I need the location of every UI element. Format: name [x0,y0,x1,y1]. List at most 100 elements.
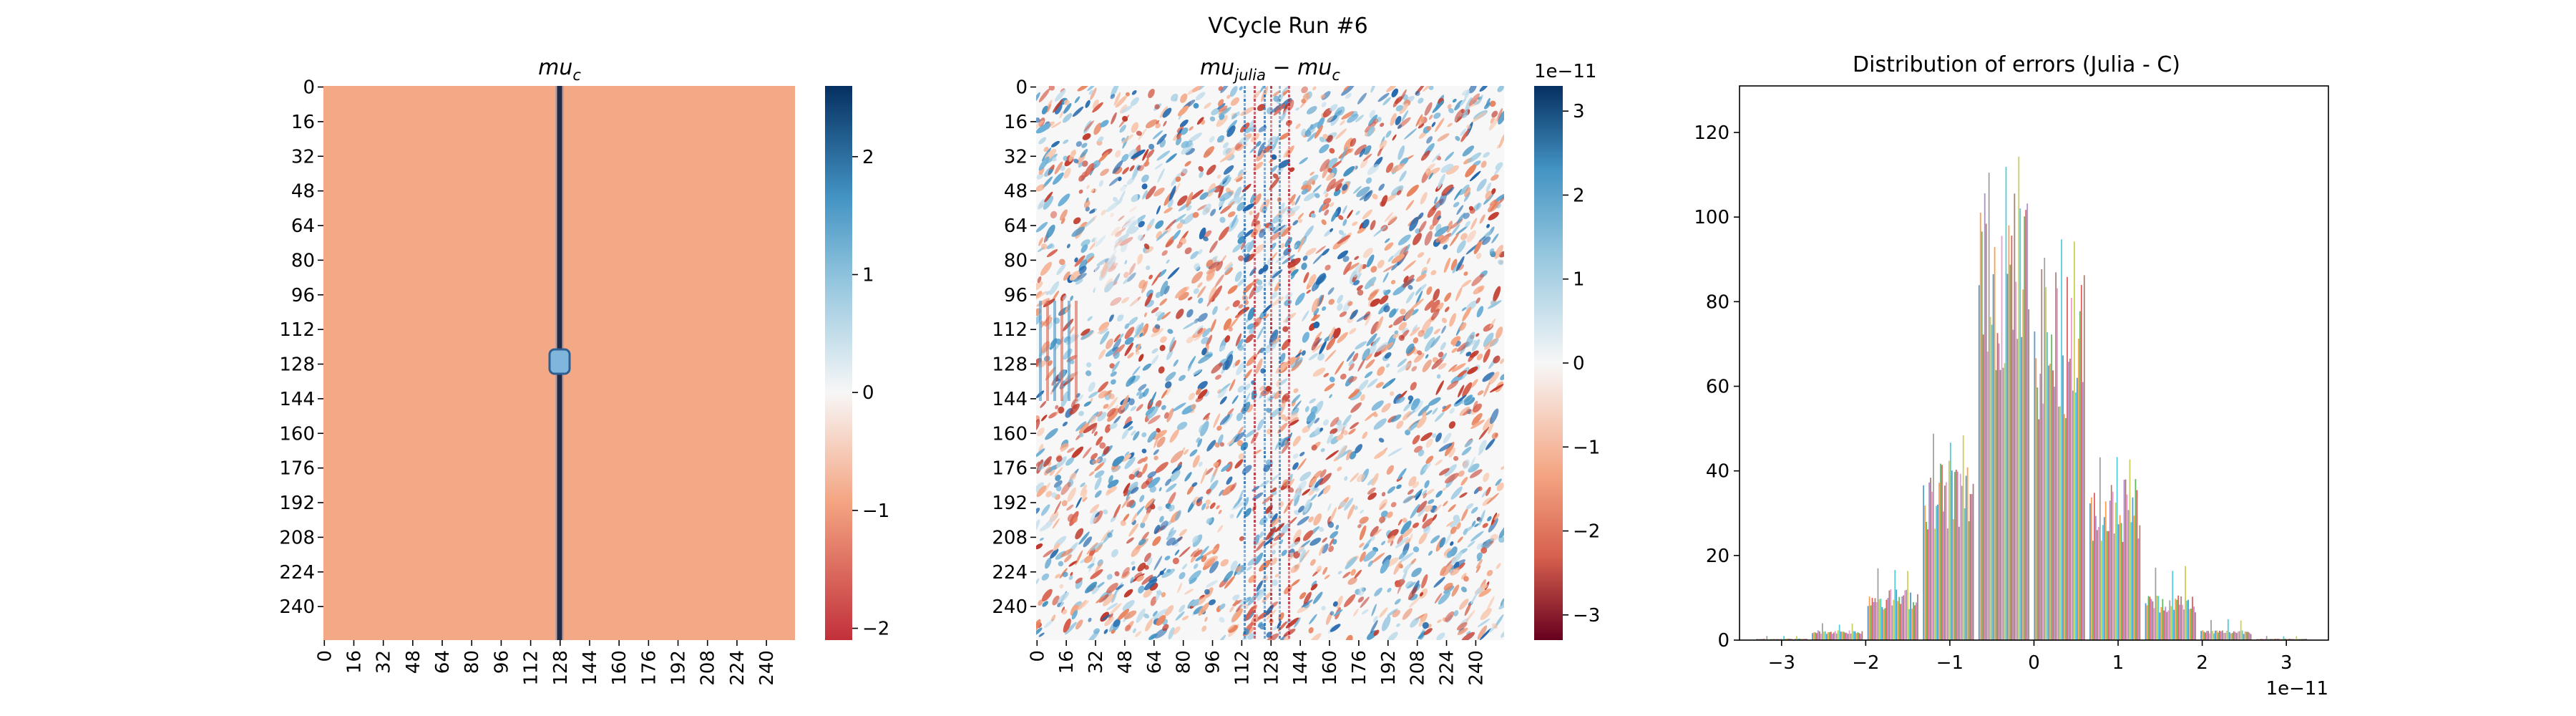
noise-streak [1036,482,1044,493]
noise-streak [1370,298,1380,307]
x-tick-label: 32 [1085,650,1107,674]
noise-streak [1440,163,1454,173]
histogram-bar [1824,631,1826,640]
noise-streak [1397,234,1411,246]
noise-streak [1324,193,1329,198]
noise-streak [1395,115,1402,125]
noise-column-dash [1288,425,1290,428]
noise-column-dash [1244,563,1246,566]
noise-column-dash [1288,219,1290,222]
noise-streak [1166,569,1171,573]
noise-column-dash [1264,211,1266,213]
y-tick-label: 0 [1015,77,1028,99]
noise-streak [1246,566,1252,571]
histogram-bar [2225,630,2228,640]
noise-streak [1068,561,1078,567]
noise-column-dash [1244,189,1246,192]
noise-column-dash [1288,365,1290,368]
histogram-bar [2275,639,2278,640]
noise-column-dash [1270,271,1272,274]
noise-streak [1316,565,1322,573]
noise-column-dash [1244,86,1246,89]
noise-streak [1364,121,1377,132]
noise-streak [1136,404,1143,412]
noise-streak [1498,601,1504,609]
noise-streak [1501,631,1504,638]
noise-column-dash [1270,485,1272,488]
noise-streak [1391,253,1405,264]
noise-streak [1203,412,1211,420]
noise-streak [1328,546,1335,553]
noise-streak [1124,323,1130,329]
noise-column-dash [1254,374,1256,377]
noise-streak [1322,165,1330,178]
noise-streak [1470,218,1478,230]
noise-streak [1301,540,1311,548]
noise-streak [1085,362,1092,368]
histogram-bar [1831,634,1833,640]
y-tick-label: 160 [279,423,315,445]
noise-streak [1251,132,1260,142]
noise-column-dash [1264,219,1266,222]
noise-column-dash [1288,146,1290,149]
noise-column-dash [1270,296,1272,299]
noise-streak [1251,432,1259,444]
noise-column-dash [1288,580,1290,583]
noise-streak [1198,165,1204,172]
noise-streak [1127,352,1134,359]
noise-column-dash [1254,442,1256,445]
noise-streak [1322,543,1329,554]
y-tick-label: 64 [1004,216,1028,237]
noise-column-dash [1279,494,1281,497]
noise-streak [1239,136,1249,145]
noise-streak [1448,364,1458,372]
noise-streak [1306,178,1314,185]
noise-streak [1401,327,1408,334]
noise-streak [1179,571,1186,580]
noise-streak [1463,395,1473,403]
histogram-bar [2241,630,2243,640]
noise-streak [1226,476,1233,485]
noise-column-dash [1288,400,1290,402]
noise-streak [1392,609,1400,618]
histogram-bar [1763,639,1765,640]
noise-streak [1177,195,1188,206]
noise-streak [1132,468,1141,474]
noise-streak [1248,574,1257,584]
noise-streak [1304,130,1312,137]
noise-streak [1394,599,1401,605]
noise-streak [1197,389,1208,400]
noise-column-dash [1288,610,1290,613]
histogram-bar [2133,516,2135,640]
noise-streak [1060,446,1068,453]
histogram-bar [1880,599,1882,640]
noise-column-dash [1270,120,1272,123]
noise-column-dash [1244,326,1246,329]
noise-streak [1141,174,1149,183]
x-tick-label: 0 [1027,650,1048,662]
noise-streak [1450,526,1457,534]
noise-streak [1257,279,1263,286]
noise-streak [1075,619,1083,630]
noise-streak [1204,468,1214,475]
noise-column-dash [1279,606,1281,609]
x-tick-label: 192 [668,650,690,686]
histogram-bar [1843,632,1845,640]
histogram-bar [1962,435,1964,640]
noise-column-dash [1279,533,1281,536]
x-tick-label: 240 [756,650,778,686]
noise-column-dash [1288,223,1290,226]
noise-streak [1269,242,1277,250]
noise-column-dash [1264,279,1266,282]
noise-column-dash [1254,541,1256,544]
noise-column-dash [1288,451,1290,454]
noise-column-dash [1279,150,1281,153]
noise-streak [1080,149,1088,158]
noise-column-dash [1288,438,1290,441]
histogram-bar [1981,231,1983,640]
noise-streak [1496,326,1503,339]
noise-streak [1435,380,1444,395]
noise-streak [1145,619,1153,632]
noise-streak [1399,89,1407,102]
noise-streak [1088,617,1092,622]
